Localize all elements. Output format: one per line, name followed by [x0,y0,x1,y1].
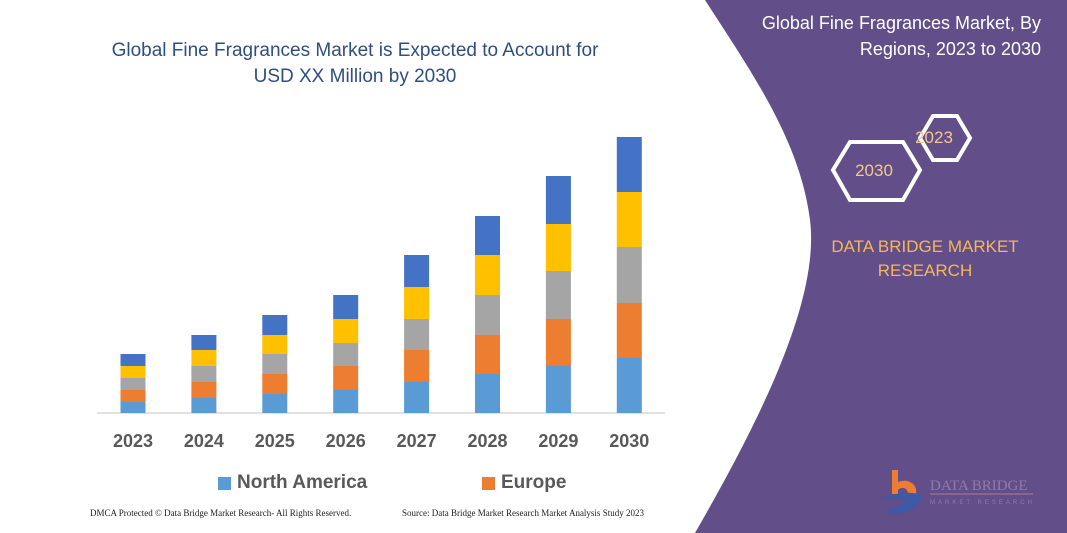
svg-text:DATA BRIDGE: DATA BRIDGE [930,478,1028,494]
bar-segment-2025-1 [262,374,288,394]
legend-label: North America [237,472,368,493]
x-tick-label: 2029 [538,431,578,451]
bar-segment-2025-0 [262,394,288,413]
bar-segment-2030-0 [616,358,642,413]
bar-segment-2029-0 [545,366,571,413]
bar-segment-2025-3 [262,335,288,354]
x-tick-label: 2028 [467,431,507,451]
bar-segment-2030-2 [616,247,642,303]
bar-segment-2028-2 [475,295,500,335]
bar-segment-2025-4 [262,315,288,335]
bar-segment-2028-4 [475,216,500,255]
bar-segment-2026-0 [333,390,359,413]
bar-segment-2028-0 [475,374,500,413]
bar-segment-2030-3 [616,192,642,247]
footer-copyright: DMCA Protected © Data Bridge Market Rese… [90,508,352,518]
bar-segment-2023-3 [120,366,146,378]
bar-segment-2027-4 [404,255,430,287]
bar-segment-2029-3 [545,224,571,271]
bar-segment-2024-2 [191,366,217,382]
legend-swatch [482,476,495,490]
chart-title: Global Fine Fragrances Market is Expecte… [111,40,599,87]
data-bridge-logo: DATA BRIDGE MARKET RESEARCH [880,470,1035,514]
bar-segment-2024-4 [191,335,217,350]
bar-segment-2023-4 [120,354,146,366]
legend-swatch [218,476,231,490]
bar-segment-2028-3 [475,255,500,295]
x-tick-label: 2025 [255,431,295,451]
bar-segment-2028-1 [475,335,500,374]
bar-segment-2030-4 [616,137,642,192]
bar-segment-2026-3 [333,319,359,343]
hexagon-icons [830,114,973,202]
bar-segment-2023-0 [120,402,146,413]
bar-segment-2027-1 [404,350,430,382]
x-tick-label: 2026 [326,431,366,451]
hexagon-2023-icon [917,114,973,162]
bar-segment-2026-4 [333,295,359,319]
stacked-bar-chart: 2023 2024 2025 2026 2027 2028 2029 2030 [97,137,665,451]
panel-title: Global Fine Fragrances Market, By Region… [761,13,1041,59]
bar-segment-2029-2 [545,271,571,319]
bar-segment-2026-1 [333,366,359,390]
svg-text:MARKET RESEARCH: MARKET RESEARCH [930,500,1035,506]
legend-item-europe: Europe [482,472,566,494]
bar-segment-2023-1 [120,390,146,402]
bar-segment-2024-0 [191,398,217,413]
bar-segment-2030-1 [616,303,642,358]
bar-segment-2023-2 [120,378,146,390]
bar-segment-2027-2 [404,319,430,350]
bar-segment-2027-3 [404,287,430,319]
x-tick-label: 2023 [113,431,153,451]
bar-segment-2027-0 [404,382,430,413]
bar-segment-2029-4 [545,176,571,224]
bar-segment-2024-1 [191,382,217,398]
bar-segment-2024-3 [191,350,217,366]
hexagon-2030-icon [830,140,923,202]
x-tick-label: 2030 [609,431,649,451]
hex-start-year: 2023 [915,128,953,147]
brand-name: DATA BRIDGE MARKET RESEARCH [831,237,1019,280]
legend-label: Europe [501,472,567,493]
hex-end-year: 2030 [855,161,893,180]
bar-segment-2029-1 [545,319,571,366]
purple-panel [695,0,1067,533]
bar-segment-2025-2 [262,354,288,374]
bar-segment-2026-2 [333,343,359,366]
legend-item-north-america: North America [218,472,367,494]
x-tick-label: 2024 [184,431,224,451]
footer-source: Source: Data Bridge Market Research Mark… [402,508,644,518]
x-tick-label: 2027 [397,431,437,451]
